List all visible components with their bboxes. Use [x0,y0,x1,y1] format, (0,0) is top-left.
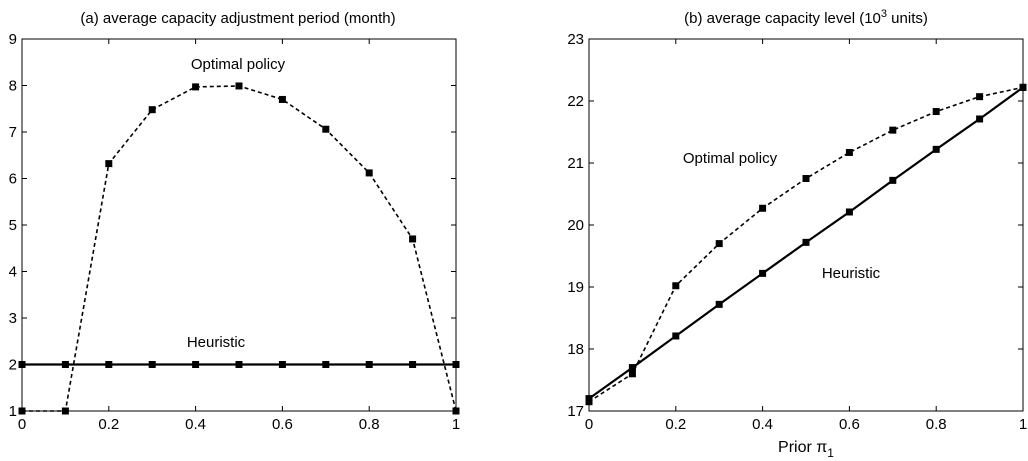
x-tick-label: 0.4 [752,416,773,433]
chart-b-annotation-heuristic: Heuristic [822,265,881,282]
data-point-heuristic [409,361,417,368]
chart-a: (a) average capacity adjustment period (… [9,10,461,433]
y-tick-label: 6 [9,171,17,188]
y-tick-label: 22 [567,93,584,110]
data-point-heuristic [148,361,156,368]
data-point-optimal-policy [61,407,69,415]
chart-a-ticks: 0 0.2 0.4 0.6 0.8 1 1 2 3 4 5 6 7 8 9 [9,31,461,433]
data-point-heuristic [278,361,286,368]
data-point-optimal-policy [452,407,460,415]
y-tick-label: 23 [567,31,584,48]
data-point-heuristic [628,364,636,372]
data-point-optimal-policy [148,106,156,114]
y-tick-label: 20 [567,217,584,234]
y-tick-label: 19 [567,279,584,296]
chart-b: (b) average capacity level (103 units) 0… [567,8,1027,460]
data-point-heuristic [322,361,330,368]
data-point-heuristic [192,361,200,368]
chart-b-series [585,83,1027,406]
data-point-heuristic [452,361,460,368]
chart-b-title: (b) average capacity level (103 units) [684,8,928,27]
data-point-heuristic [715,300,723,308]
data-point-heuristic [18,361,26,368]
data-point-heuristic [802,238,810,246]
data-point-heuristic [61,361,69,368]
data-point-optimal-policy [845,148,853,156]
x-tick-label: 1 [452,416,460,433]
data-point-optimal-policy [802,175,810,182]
chart-b-x-axis-label: Prior π1 [778,439,834,460]
x-tick-label: 0.2 [665,416,686,433]
data-point-optimal-policy [628,370,636,378]
y-tick-label: 9 [9,31,17,48]
data-point-optimal-policy [759,204,767,212]
x-tick-label: 0 [18,416,26,433]
chart-a-plot-area [21,38,457,412]
data-point-heuristic [585,395,593,403]
data-point-heuristic [976,115,984,123]
y-tick-label: 4 [9,264,17,281]
y-tick-label: 2 [9,357,17,374]
data-point-optimal-policy [18,407,26,415]
data-point-heuristic [672,332,680,340]
data-point-heuristic [759,269,767,277]
data-point-optimal-policy [192,83,200,91]
y-tick-label: 5 [9,217,17,234]
data-point-heuristic [235,361,243,368]
chart-b-plot-area [588,38,1024,412]
y-tick-label: 7 [9,124,17,141]
y-tick-label: 17 [567,403,584,420]
chart-a-series [18,82,460,415]
data-point-heuristic [889,176,897,184]
chart-a-title: (a) average capacity adjustment period (… [80,10,395,27]
data-point-optimal-policy [365,169,373,177]
data-point-optimal-policy [409,235,417,243]
x-tick-label: 0.6 [839,416,860,433]
y-tick-label: 21 [567,155,584,172]
x-tick-label: 0 [585,416,593,433]
data-point-optimal-policy [322,125,330,133]
x-tick-label: 0.2 [98,416,119,433]
x-tick-label: 0.6 [272,416,293,433]
data-point-heuristic [845,208,853,216]
x-tick-label: 1 [1019,416,1027,433]
data-point-optimal-policy [976,93,984,101]
y-tick-label: 1 [9,403,17,420]
chart-a-annotation-heuristic: Heuristic [187,334,246,351]
chart-b-ticks: 0 0.2 0.4 0.6 0.8 1 17 18 19 20 21 22 23 [567,31,1027,433]
data-point-heuristic [105,361,113,368]
x-tick-label: 0.4 [185,416,206,433]
chart-b-title-end: units) [887,10,928,27]
data-point-optimal-policy [105,160,113,168]
data-point-heuristic [932,145,940,153]
y-tick-label: 8 [9,78,17,95]
chart-a-annotation-optimal-policy: Optimal policy [191,56,286,73]
y-tick-label: 18 [567,341,584,358]
chart-b-x-axis-label-subscript: 1 [827,446,834,460]
data-point-optimal-policy [672,282,680,290]
chart-b-x-axis-label-main: Prior π [778,439,827,456]
data-point-optimal-policy [278,95,286,103]
data-point-optimal-policy [715,240,723,248]
chart-b-title-superscript: 3 [881,8,887,20]
data-point-heuristic [365,361,373,368]
data-point-optimal-policy [932,108,940,116]
data-point-optimal-policy [889,126,897,134]
data-point-optimal-policy [235,82,243,90]
y-tick-label: 3 [9,310,17,327]
chart-b-annotation-optimal-policy: Optimal policy [683,150,778,167]
x-tick-label: 0.8 [359,416,380,433]
data-point-heuristic [1019,83,1027,91]
chart-b-title-main: (b) average capacity level (10 [684,10,881,27]
x-tick-label: 0.8 [926,416,947,433]
